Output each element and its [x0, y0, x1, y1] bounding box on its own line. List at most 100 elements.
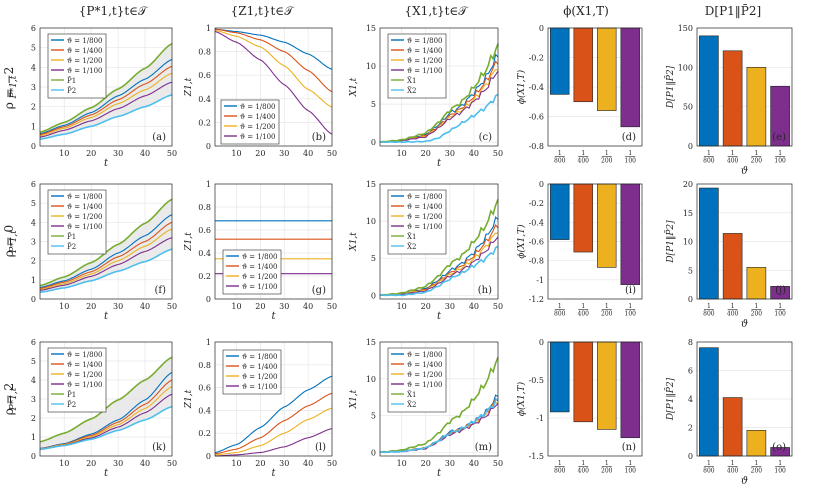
y-tick-label: 15 [366, 180, 376, 189]
bar [573, 27, 593, 103]
x-tick-label: 40 [140, 302, 150, 311]
legend-label: ϑ = 1/200 [67, 213, 103, 221]
series-line [379, 356, 499, 454]
y-tick-label: 0 [206, 142, 211, 151]
x-tick-label-den: 100 [625, 468, 637, 475]
series-line [214, 28, 333, 70]
axes-box [214, 183, 333, 300]
x-tick-label: 40 [303, 459, 313, 468]
axes-box [39, 341, 173, 457]
legend: ϑ = 1/800 ϑ = 1/400 ϑ = 1/200 ϑ = 1/100P̄1P… [47, 33, 107, 99]
panel-tag: (g) [312, 285, 326, 296]
series-line [39, 81, 173, 138]
y-axis-label: D[P1‖P̄2] [664, 65, 676, 109]
legend-box [47, 33, 107, 99]
y-tick-label: 0.2 [198, 118, 211, 127]
x-tick-label-den: 100 [625, 311, 637, 318]
legend: ϑ = 1/800 ϑ = 1/400 ϑ = 1/200 ϑ = 1/100 [222, 349, 282, 395]
legend-label: P̄2 [67, 242, 76, 251]
bar [550, 183, 570, 240]
y-tick-label: 0 [539, 24, 544, 33]
y-tick-label: 10 [683, 238, 693, 247]
y-tick-label: 0.6 [198, 226, 211, 235]
axes-box [547, 27, 643, 147]
y-tick-label: 0 [539, 180, 544, 189]
y-tick-label: 4 [31, 218, 36, 227]
x-tick-label-num: 1 [605, 460, 609, 467]
x-tick-label-num: 1 [581, 303, 585, 310]
bar [722, 397, 743, 457]
series-line [39, 72, 173, 137]
legend: ϑ = 1/800 ϑ = 1/400 ϑ = 1/200 ϑ = 1/100P̄1P… [47, 189, 107, 255]
y-tick-label: -1 [536, 414, 544, 423]
legend-box [387, 33, 447, 99]
series-line [379, 70, 499, 143]
x-axis-label: t [437, 158, 442, 169]
x-tick-label: 10 [397, 459, 407, 468]
series-line [39, 58, 173, 135]
legend-label: ϑ = 1/400 [242, 363, 278, 371]
x-tick-label-num: 1 [581, 460, 585, 467]
series-line [379, 199, 499, 297]
panel-tag: (k) [152, 442, 166, 453]
x-tick-label-num: 1 [707, 150, 711, 157]
x-tick-label-num: 1 [628, 150, 632, 157]
x-tick-label-den: 200 [601, 311, 613, 318]
legend-label: ϑ = 1/400 [67, 47, 103, 55]
series-line [215, 428, 333, 457]
x-tick-label-den: 200 [601, 158, 613, 165]
y-tick-label: -0.6 [529, 113, 544, 122]
axes-box [39, 27, 173, 147]
legend-label: ϑ = 1/200 [67, 57, 103, 65]
shaded-band [40, 357, 172, 450]
x-tick-label: 50 [493, 149, 503, 158]
y-tick-label: -0.2 [529, 199, 544, 208]
y-tick-label: 6 [31, 180, 36, 189]
x-tick-label: 10 [231, 302, 241, 311]
legend-label: ϑ = 1/100 [67, 381, 103, 389]
y-tick-label: 0 [539, 338, 544, 347]
x-tick-label: 50 [493, 302, 503, 311]
y-axis-label: D[P1‖P̄2] [664, 377, 676, 421]
legend-box [47, 347, 107, 413]
legend-label: X̄2 [407, 242, 416, 251]
x-tick-label-num: 1 [581, 150, 585, 157]
legend-label: ϑ = 1/100 [240, 133, 276, 141]
x-tick-label-num: 1 [754, 150, 758, 157]
x-tick-label-num: 1 [731, 460, 735, 467]
bar [746, 267, 767, 300]
x-tick-label-num: 1 [731, 303, 735, 310]
series-line [214, 407, 333, 456]
x-tick-label: 40 [469, 149, 479, 158]
legend-label: ϑ = 1/100 [67, 223, 103, 231]
bar [573, 183, 593, 253]
legend-label: P̄2 [67, 400, 76, 409]
x-tick-label: 10 [397, 302, 407, 311]
x-tick-label: 50 [493, 459, 503, 468]
legend-label: ϑ = 1/800 [240, 103, 276, 111]
x-tick-label: 30 [445, 302, 455, 311]
y-tick-label: -0.4 [529, 83, 544, 92]
legend: ϑ = 1/800 ϑ = 1/400 ϑ = 1/200 ϑ = 1/100X̄1X… [387, 33, 447, 99]
axes-box [39, 183, 173, 300]
bar [550, 27, 570, 95]
x-axis-label: t [437, 311, 442, 322]
axes-box [547, 341, 643, 457]
y-tick-label: 50 [683, 103, 693, 112]
y-tick-label: 1 [206, 180, 211, 189]
x-axis-label: t [104, 311, 109, 322]
y-axis-label: P*1,t [9, 75, 19, 99]
legend-label: ϑ = 1/100 [407, 381, 443, 389]
legend-label: P̄1 [67, 390, 76, 399]
y-tick-label: 0.4 [198, 95, 211, 104]
legend-label: ϑ = 1/400 [407, 361, 443, 369]
